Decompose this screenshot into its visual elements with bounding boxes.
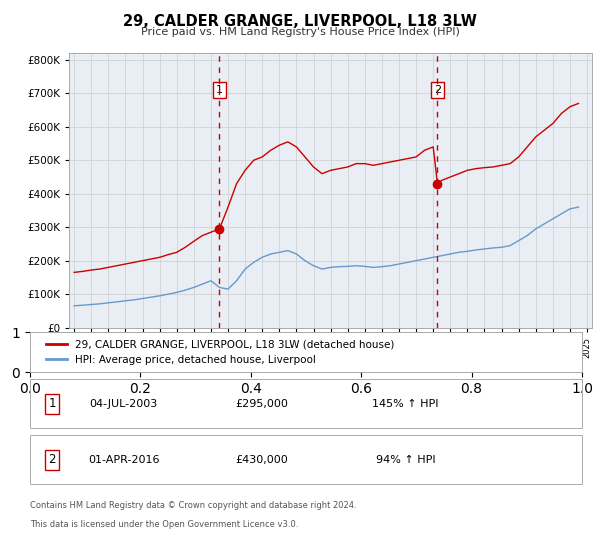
Text: 145% ↑ HPI: 145% ↑ HPI — [372, 399, 439, 409]
Text: 04-JUL-2003: 04-JUL-2003 — [90, 399, 158, 409]
Text: This data is licensed under the Open Government Licence v3.0.: This data is licensed under the Open Gov… — [30, 520, 298, 529]
Legend: 29, CALDER GRANGE, LIVERPOOL, L18 3LW (detached house), HPI: Average price, deta: 29, CALDER GRANGE, LIVERPOOL, L18 3LW (d… — [41, 334, 400, 370]
Text: £295,000: £295,000 — [235, 399, 288, 409]
Text: Price paid vs. HM Land Registry's House Price Index (HPI): Price paid vs. HM Land Registry's House … — [140, 27, 460, 37]
Text: 1: 1 — [49, 397, 56, 410]
Text: £430,000: £430,000 — [235, 455, 288, 465]
Text: Contains HM Land Registry data © Crown copyright and database right 2024.: Contains HM Land Registry data © Crown c… — [30, 501, 356, 510]
Text: 01-APR-2016: 01-APR-2016 — [88, 455, 160, 465]
Text: 1: 1 — [216, 85, 223, 95]
Text: 2: 2 — [49, 453, 56, 466]
Text: 2: 2 — [434, 85, 441, 95]
Text: 94% ↑ HPI: 94% ↑ HPI — [376, 455, 435, 465]
Text: 29, CALDER GRANGE, LIVERPOOL, L18 3LW: 29, CALDER GRANGE, LIVERPOOL, L18 3LW — [123, 14, 477, 29]
